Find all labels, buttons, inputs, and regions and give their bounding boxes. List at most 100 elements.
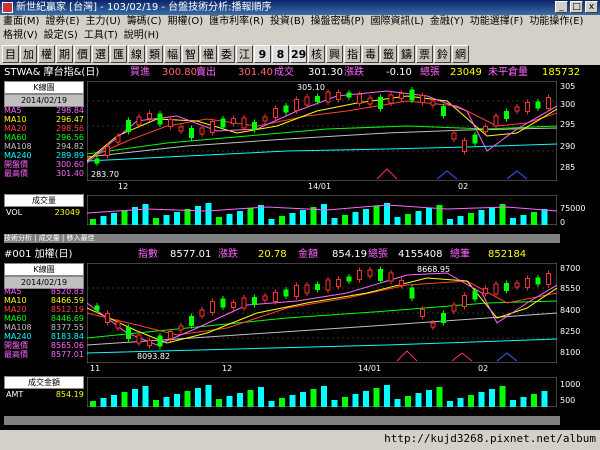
menu-item-7[interactable]: 操盤密碼(P) xyxy=(310,16,365,27)
candle xyxy=(441,106,446,116)
close-button[interactable]: x xyxy=(585,1,598,13)
candle xyxy=(420,95,425,103)
menu-item-3[interactable]: 籌碼(C) xyxy=(126,16,162,27)
menu-item-10[interactable]: 功能選擇(F) xyxy=(469,16,524,27)
menu-item-3[interactable]: 說明(H) xyxy=(123,30,160,41)
bottom-kline-label[interactable]: K線圖 xyxy=(4,263,84,276)
menu-item-9[interactable]: 金融(Y) xyxy=(429,16,464,27)
top-volume-chart xyxy=(87,195,557,225)
volume-bar xyxy=(195,206,201,225)
candle xyxy=(283,105,289,113)
toolbar-button-15[interactable]: 8 xyxy=(272,45,289,63)
volume-bar xyxy=(352,394,359,407)
top-kline-box: K線圖 2014/02/19 xyxy=(4,81,84,107)
ma-legend-row: MA240 289.89 xyxy=(4,151,84,160)
toolbar-button-10[interactable]: 智 xyxy=(182,45,199,63)
candle xyxy=(115,135,121,143)
candle xyxy=(210,301,215,313)
volume-bar xyxy=(279,398,285,407)
bottom-sub-tabs[interactable] xyxy=(4,416,560,425)
menu-item-2[interactable]: 工具(T) xyxy=(83,30,118,41)
volume-bar xyxy=(342,397,348,407)
menu-item-6[interactable]: 投資(B) xyxy=(269,16,305,27)
toolbar-button-5[interactable]: 選 xyxy=(92,45,109,63)
toolbar-button-8[interactable]: 類 xyxy=(146,45,163,63)
minimize-button[interactable]: _ xyxy=(555,1,568,13)
menu-item-4[interactable]: 期權(O) xyxy=(167,16,204,27)
top-symbol[interactable]: STWA& 摩台指&(日) xyxy=(4,67,100,78)
bottom-ma-legend: MA5 8520.83 MA10 8466.59 MA20 8512.19 MA60 8446… xyxy=(4,287,84,359)
toolbar-button-11[interactable]: 權 xyxy=(200,45,217,63)
bottom-amt-title[interactable]: 成交金額 xyxy=(4,376,84,389)
toolbar-button-20[interactable]: 毒 xyxy=(362,45,379,63)
toolbar-button-2[interactable]: 權 xyxy=(38,45,55,63)
candle xyxy=(388,94,394,104)
toolbar-button-18[interactable]: 興 xyxy=(326,45,343,63)
top-x-12: 12 xyxy=(118,182,129,191)
toolbar-button-22[interactable]: 鑄 xyxy=(398,45,415,63)
menu-item-1[interactable]: 證券(E) xyxy=(45,16,80,27)
toolbar-button-3[interactable]: 期 xyxy=(56,45,73,63)
menu-item-1[interactable]: 設定(S) xyxy=(43,30,78,41)
volume-bar xyxy=(310,389,317,407)
toolbar-button-12[interactable]: 委 xyxy=(218,45,235,63)
candle xyxy=(157,335,163,347)
candle xyxy=(451,132,457,140)
ma-legend-row: MA5 298.84 xyxy=(4,106,84,115)
volume-bar xyxy=(289,213,296,225)
ma-legend-row: MA10 296.47 xyxy=(4,115,84,124)
toolbar-button-1[interactable]: 加 xyxy=(20,45,37,63)
menu-item-5[interactable]: 匯市利率(R) xyxy=(209,16,264,27)
top-vol-title[interactable]: 成交量 xyxy=(4,194,84,207)
toolbar-button-13[interactable]: 江 xyxy=(236,45,253,63)
top-indicator-red xyxy=(376,168,398,180)
ma-legend-row: MA5 8520.83 xyxy=(4,287,84,296)
candle xyxy=(147,340,152,346)
toolbar-button-9[interactable]: 幅 xyxy=(164,45,181,63)
menu-item-0[interactable]: 畫面(M) xyxy=(3,16,40,27)
menu-item-2[interactable]: 主力(U) xyxy=(85,16,121,27)
candle xyxy=(241,297,247,309)
top-kline-label[interactable]: K線圖 xyxy=(4,81,84,94)
toolbar-button-0[interactable]: 目 xyxy=(2,45,19,63)
menu-item-0[interactable]: 格視(V) xyxy=(3,30,38,41)
menu-item-8[interactable]: 國際資訊(L) xyxy=(370,16,424,27)
bottom-symbol[interactable]: #001 加權(日) xyxy=(4,249,73,260)
volume-bar xyxy=(184,209,191,225)
top-vol-legend: VOL 23049 xyxy=(6,208,81,217)
volume-bar xyxy=(478,392,485,407)
volume-bar xyxy=(384,385,390,407)
candle xyxy=(220,298,226,308)
volume-bar xyxy=(531,212,537,225)
toolbar-button-21[interactable]: 籤 xyxy=(380,45,397,63)
top-x-1401: 14/01 xyxy=(308,182,332,191)
volume-bar xyxy=(100,398,107,407)
maximize-button[interactable]: □ xyxy=(570,1,583,13)
candle xyxy=(483,288,488,294)
ma-legend-row: MA20 298.56 xyxy=(4,124,84,133)
cnt-value: 852184 xyxy=(488,249,527,260)
top-ma240-line xyxy=(87,143,557,162)
toolbar-button-14[interactable]: 9 xyxy=(254,45,271,63)
candle xyxy=(325,91,331,103)
toolbar-button-24[interactable]: 鈴 xyxy=(434,45,451,63)
top-sub-tabs[interactable]: 技術分析 | 成交量 | 移入最佳 xyxy=(4,234,560,243)
volume-bar xyxy=(384,203,390,225)
bottom-x-11: 11 xyxy=(90,364,101,373)
toolbar-button-19[interactable]: 指 xyxy=(344,45,361,63)
top-quote-bar: STWA& 摩台指&(日) 買進 300.80 賣出 301.40 成交 301… xyxy=(2,66,598,80)
toolbar-button-25[interactable]: 網 xyxy=(452,45,469,63)
toolbar-button-4[interactable]: 價 xyxy=(74,45,91,63)
candle xyxy=(178,126,184,132)
volume-bar xyxy=(541,391,548,407)
candle xyxy=(546,97,551,109)
toolbar-button-17[interactable]: 核 xyxy=(308,45,325,63)
footer-url: http://kujd3268.pixnet.net/album xyxy=(384,432,596,445)
toolbar-button-23[interactable]: 票 xyxy=(416,45,433,63)
menu-item-11[interactable]: 功能操作(E) xyxy=(529,16,584,27)
candle xyxy=(388,272,394,282)
toolbar-button-16[interactable]: 29 xyxy=(290,45,307,63)
candle xyxy=(462,140,467,152)
toolbar-button-7[interactable]: 線 xyxy=(128,45,145,63)
toolbar-button-6[interactable]: 匯 xyxy=(110,45,127,63)
